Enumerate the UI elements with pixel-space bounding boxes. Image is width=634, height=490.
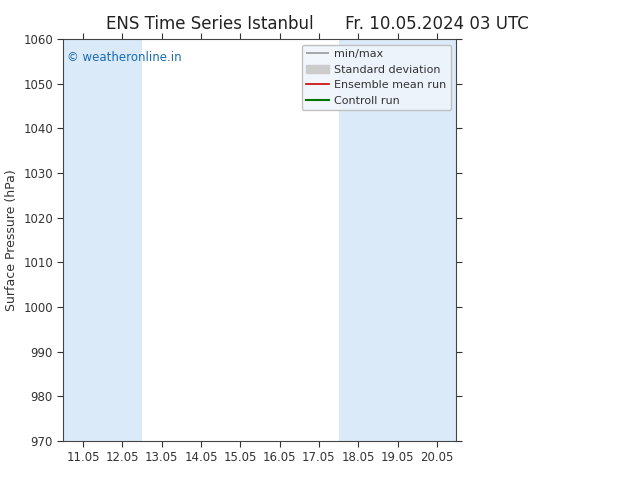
- Bar: [378, 39, 417, 441]
- Y-axis label: Surface Pressure (hPa): Surface Pressure (hPa): [4, 169, 18, 311]
- Text: © weatheronline.in: © weatheronline.in: [67, 51, 182, 64]
- Legend: min/max, Standard deviation, Ensemble mean run, Controll run: min/max, Standard deviation, Ensemble me…: [302, 45, 451, 110]
- Bar: [63, 39, 103, 441]
- Text: ENS Time Series Istanbul      Fr. 10.05.2024 03 UTC: ENS Time Series Istanbul Fr. 10.05.2024 …: [106, 15, 528, 33]
- Bar: [103, 39, 142, 441]
- Bar: [417, 39, 456, 441]
- Bar: [339, 39, 378, 441]
